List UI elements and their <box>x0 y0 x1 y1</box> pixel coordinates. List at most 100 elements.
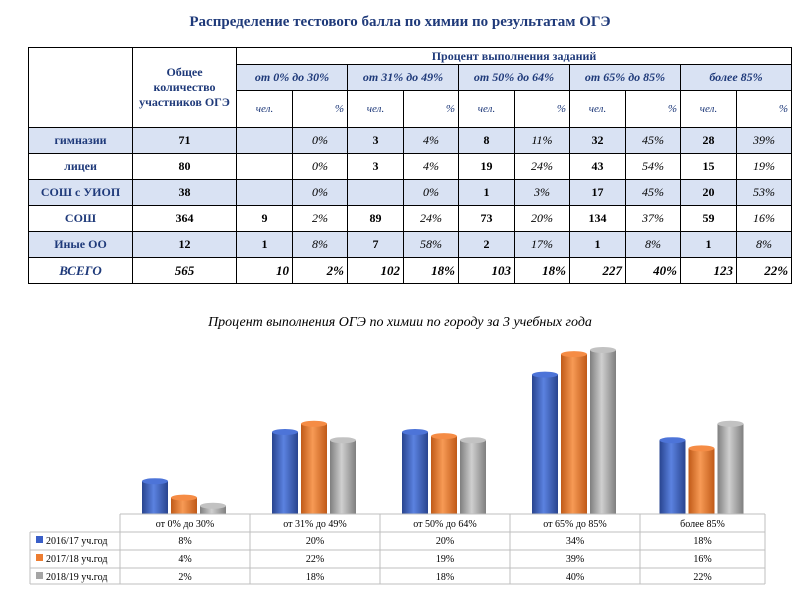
data-label: 18% <box>306 572 324 583</box>
bar-top <box>200 502 226 509</box>
people-cell: 17 <box>569 179 626 206</box>
people-cell: 10 <box>236 257 293 284</box>
data-label: 22% <box>306 554 324 565</box>
people-cell <box>236 179 293 206</box>
total-cell: 80 <box>132 153 237 180</box>
bar <box>717 423 744 514</box>
category-label: более 85% <box>680 519 725 530</box>
bar-top <box>272 429 298 435</box>
percent-cell: 45% <box>625 127 681 154</box>
legend-swatch <box>36 572 43 579</box>
bar <box>532 374 558 514</box>
row-label: Иные ОО <box>28 231 133 258</box>
people-cell: 20 <box>680 179 737 206</box>
people-subheader: чел. <box>347 90 404 128</box>
people-cell: 102 <box>347 257 404 284</box>
percent-cell: 17% <box>514 231 570 258</box>
data-label: 18% <box>693 536 711 547</box>
data-label: 20% <box>306 536 324 547</box>
range-header: от 0% до 30% <box>236 64 348 91</box>
people-cell: 1 <box>680 231 737 258</box>
bar <box>200 505 226 514</box>
bar-top <box>561 351 587 358</box>
row-label: гимназии <box>28 127 133 154</box>
total-cell: 38 <box>132 179 237 206</box>
table-row: СОШ с УИОП 38 0% 0% 1 3% 17 45% 20 53% <box>28 179 793 206</box>
bar <box>301 423 327 514</box>
people-cell: 28 <box>680 127 737 154</box>
total-cell: 565 <box>132 257 237 284</box>
bar <box>590 350 616 514</box>
percent-cell: 8% <box>292 231 348 258</box>
category-label: от 50% до 64% <box>413 519 477 530</box>
data-label: 20% <box>436 536 454 547</box>
percent-cell: 22% <box>735 257 793 284</box>
table-row: гимназии 71 0% 3 4% 8 11% 32 45% 28 39% <box>28 127 793 154</box>
bar-top <box>590 347 616 353</box>
table-row-total: ВСЕГО 565 10 2% 102 18% 103 18% 227 40% … <box>28 257 793 284</box>
data-label: 4% <box>178 554 191 565</box>
bar-top <box>717 420 744 427</box>
total-cell: 71 <box>132 127 237 154</box>
people-cell <box>236 153 293 180</box>
bar <box>460 440 486 514</box>
bar <box>142 481 168 514</box>
people-cell: 134 <box>569 205 626 232</box>
total-cell: 12 <box>132 231 237 258</box>
percent-subheader: % <box>403 90 459 128</box>
percent-cell: 0% <box>292 179 348 206</box>
participants-header: Общее количество участников ОГЭ <box>132 47 237 128</box>
bar <box>561 354 587 514</box>
bar <box>330 440 356 514</box>
percent-cell: 24% <box>514 153 570 180</box>
people-cell: 3 <box>347 153 404 180</box>
percent-cell: 18% <box>403 257 459 284</box>
bar-top <box>688 445 715 452</box>
percent-cell: 2% <box>292 205 348 232</box>
percent-cell: 40% <box>625 257 681 284</box>
category-label: от 31% до 49% <box>283 519 347 530</box>
legend-swatch <box>36 536 43 543</box>
bar <box>402 432 428 514</box>
row-label: ВСЕГО <box>28 257 133 284</box>
people-cell: 3 <box>347 127 404 154</box>
legend-label: 2018/19 уч.год <box>46 572 107 583</box>
data-label: 2% <box>178 572 191 583</box>
bar <box>659 440 686 514</box>
percent-cell: 4% <box>403 127 459 154</box>
bar-top <box>659 437 686 444</box>
legend-swatch <box>36 554 43 561</box>
bar-top <box>460 437 486 444</box>
bar <box>171 497 197 514</box>
percent-subheader: % <box>625 90 681 128</box>
percent-cell: 11% <box>514 127 570 154</box>
bar <box>272 432 298 514</box>
people-cell: 73 <box>458 205 515 232</box>
data-label: 39% <box>566 554 584 565</box>
bar-top <box>301 420 327 427</box>
bar-top <box>431 433 457 440</box>
chart-title: Процент выполнения ОГЭ по химии по город… <box>208 315 592 330</box>
table-row: Иные ОО 12 1 8% 7 58% 2 17% 1 8% 1 8% <box>28 231 793 258</box>
bar-top <box>402 429 428 435</box>
row-label: СОШ с УИОП <box>28 179 133 206</box>
percent-subheader: % <box>735 90 793 128</box>
data-label: 18% <box>436 572 454 583</box>
percent-cell: 0% <box>403 179 459 206</box>
data-label: 34% <box>566 536 584 547</box>
range-header: от 31% до 49% <box>347 64 459 91</box>
people-cell: 227 <box>569 257 626 284</box>
data-label: 40% <box>566 572 584 583</box>
page-title: Распределение тестового балла по химии п… <box>189 14 611 30</box>
percent-cell: 2% <box>292 257 348 284</box>
percent-cell: 58% <box>403 231 459 258</box>
percent-cell: 45% <box>625 179 681 206</box>
range-header: от 50% до 64% <box>458 64 570 91</box>
bar-top <box>532 371 558 378</box>
people-subheader: чел. <box>236 90 293 128</box>
bar-top <box>171 494 197 501</box>
data-label: 22% <box>693 572 711 583</box>
percent-cell: 20% <box>514 205 570 232</box>
people-cell <box>347 179 404 206</box>
